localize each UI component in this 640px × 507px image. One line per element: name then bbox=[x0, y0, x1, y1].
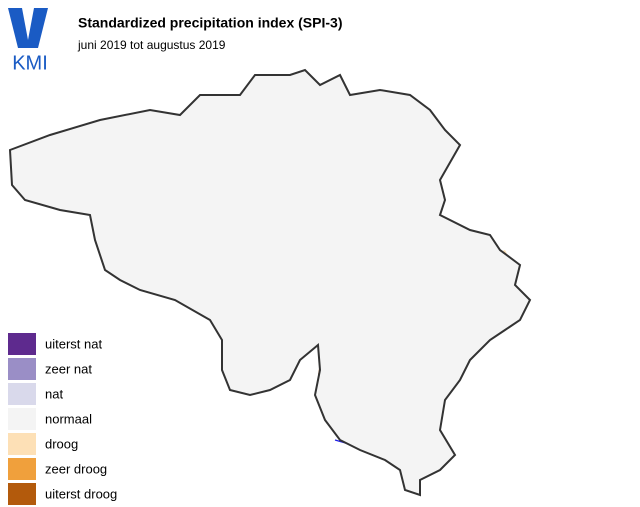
title: Standardized precipitation index (SPI-3) bbox=[78, 15, 342, 31]
legend-label: uiterst nat bbox=[45, 336, 102, 351]
legend-swatch bbox=[8, 358, 36, 380]
legend: uiterst nat zeer nat nat normaal droog zeer d… bbox=[8, 333, 117, 505]
legend-swatch bbox=[8, 458, 36, 480]
legend-swatch bbox=[8, 383, 36, 405]
country-border bbox=[9, 69, 531, 496]
legend-label: normaal bbox=[45, 411, 92, 426]
legend-swatch bbox=[8, 433, 36, 455]
legend-label: droog bbox=[45, 436, 78, 451]
legend-label: uiterst droog bbox=[45, 486, 117, 501]
legend-label: nat bbox=[45, 386, 63, 401]
legend-swatch bbox=[8, 408, 36, 430]
subtitle: juni 2019 tot augustus 2019 bbox=[77, 38, 226, 52]
logo-text: KMI bbox=[12, 52, 48, 74]
legend-swatch bbox=[8, 483, 36, 505]
logo: KMI bbox=[8, 8, 48, 74]
legend-label: zeer nat bbox=[45, 361, 92, 376]
legend-label: zeer droog bbox=[45, 461, 107, 476]
logo-mark bbox=[8, 8, 48, 48]
belgium-map bbox=[9, 69, 531, 496]
legend-swatch bbox=[8, 333, 36, 355]
